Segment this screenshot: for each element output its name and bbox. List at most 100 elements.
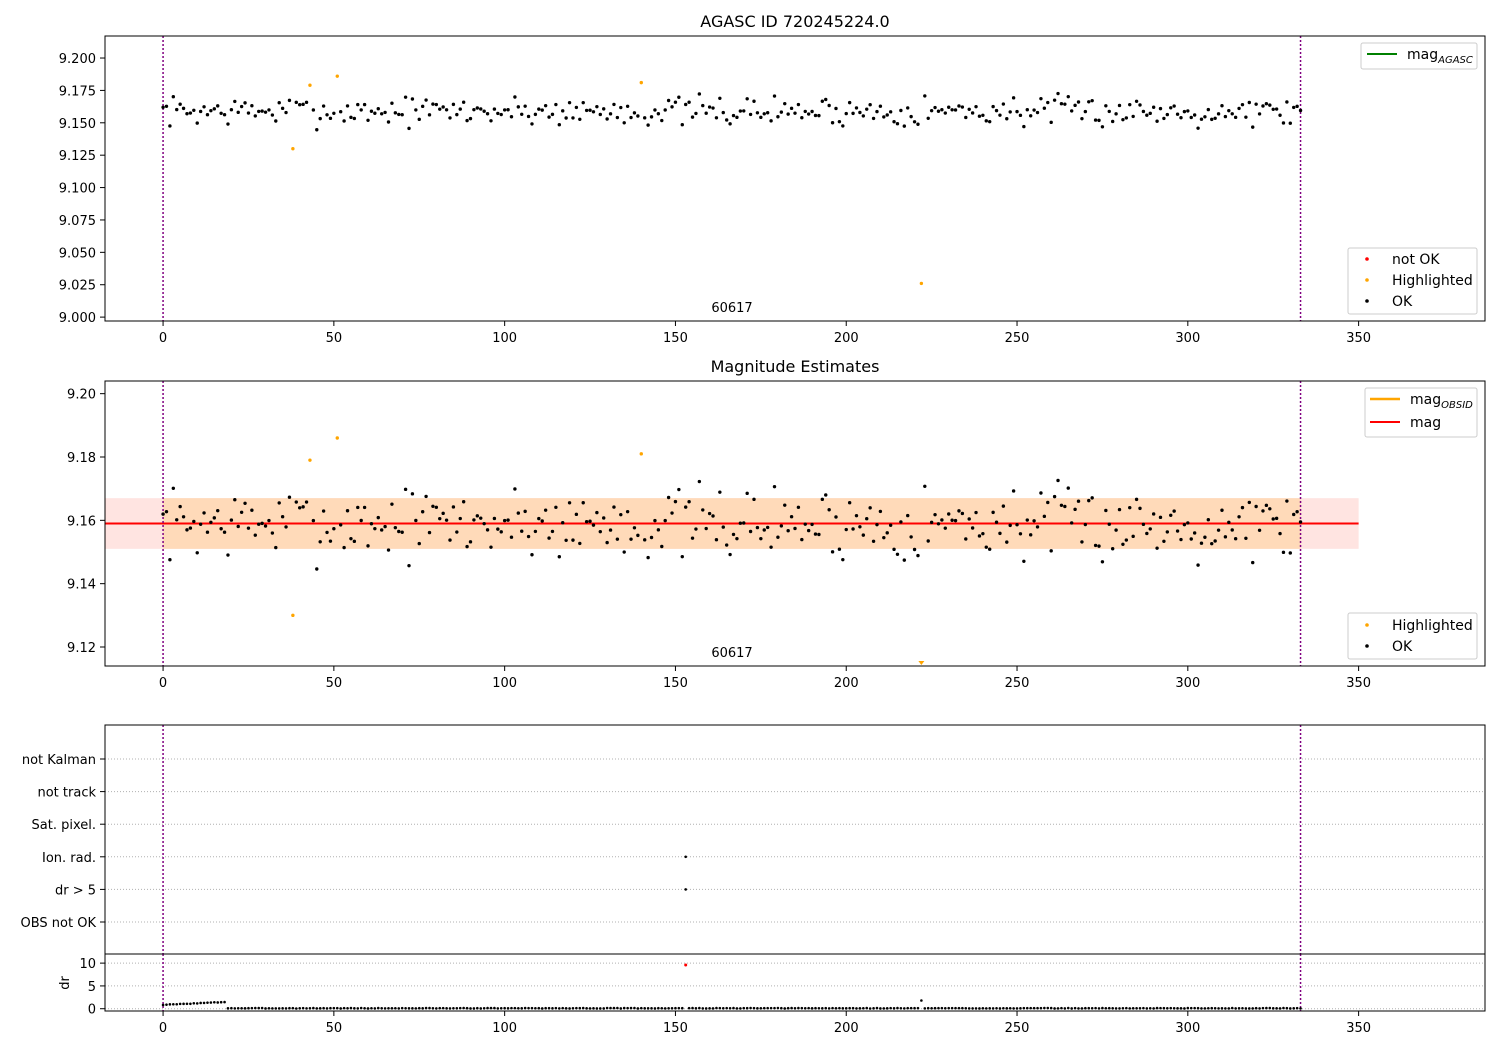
ok-point: [899, 520, 903, 524]
ok-point: [738, 109, 743, 113]
dr-point: [537, 1006, 541, 1010]
ok-point: [1206, 107, 1211, 112]
ok-point: [1292, 512, 1296, 517]
ok-point: [762, 528, 766, 532]
ok-point: [373, 526, 377, 531]
legend-ok-marker: [1365, 644, 1369, 648]
ok-point: [1028, 533, 1033, 537]
ok-point: [591, 523, 596, 527]
flag-point: [684, 855, 687, 859]
ok-point: [701, 103, 705, 108]
ok-point: [847, 100, 852, 105]
dr-point: [1213, 1006, 1217, 1010]
dr-point: [1135, 1006, 1138, 1010]
ok-point: [222, 530, 227, 534]
ok-point: [981, 113, 985, 118]
dr-point: [838, 1006, 841, 1010]
dr-point: [858, 1007, 862, 1010]
highlighted-point: [335, 436, 339, 440]
ok-point: [800, 537, 804, 542]
ok-point: [1192, 531, 1197, 535]
ok-point: [243, 101, 247, 105]
ok-point: [899, 108, 903, 113]
dr-point: [1053, 1007, 1056, 1010]
dr-point: [476, 1006, 479, 1010]
ok-point: [543, 103, 548, 108]
ok-point: [557, 555, 562, 559]
ok-point: [1100, 560, 1105, 564]
dr-point: [1288, 1007, 1292, 1010]
ok-point: [294, 100, 298, 105]
ok-point: [349, 115, 353, 120]
dr-point: [551, 1007, 554, 1010]
dr-point: [298, 1006, 302, 1010]
dr-point: [776, 1006, 780, 1010]
dr-point: [602, 1007, 606, 1010]
ok-point: [769, 545, 773, 549]
dr-point: [803, 1006, 807, 1010]
ok-point: [246, 526, 251, 530]
ok-point: [731, 532, 736, 537]
ok-point: [1203, 115, 1207, 119]
ok-point: [304, 100, 309, 105]
ok-point: [755, 111, 760, 115]
dr-point: [653, 1007, 657, 1010]
highlighted-point: [335, 74, 339, 78]
x-tick-label: 0: [159, 1021, 167, 1036]
ok-point: [820, 497, 825, 502]
y-tick-label: 0: [88, 1003, 96, 1018]
dr-point: [1012, 1007, 1015, 1010]
ok-point: [967, 517, 971, 521]
ok-point: [608, 112, 613, 116]
ok-point: [844, 111, 848, 116]
ok-point: [977, 114, 982, 118]
ok-point: [178, 504, 182, 509]
dr-point: [680, 1006, 684, 1010]
ok-point: [827, 103, 831, 108]
dr-point: [288, 1006, 291, 1010]
ok-point: [164, 104, 169, 108]
x-tick-label: 350: [1346, 676, 1371, 691]
ok-point: [328, 539, 333, 543]
ok-point: [315, 128, 319, 132]
ok-point: [226, 553, 230, 557]
dr-point: [903, 1007, 906, 1010]
y-tick-label: 9.100: [59, 182, 96, 197]
x-tick-label: 350: [1346, 331, 1371, 346]
dr-point: [1241, 1006, 1244, 1010]
ok-point: [526, 114, 531, 119]
ok-point: [236, 524, 240, 529]
ok-point: [407, 126, 411, 131]
dr-point: [421, 1007, 424, 1010]
ok-point: [1288, 551, 1292, 555]
ok-point: [479, 107, 483, 111]
dr-point: [879, 1007, 882, 1010]
dr-point: [390, 1006, 394, 1010]
dr-point: [1193, 1006, 1196, 1010]
ok-point: [755, 525, 760, 530]
ok-point: [1039, 491, 1043, 495]
dr-point: [704, 1007, 708, 1010]
dr-point: [1176, 1007, 1179, 1010]
dr-point: [202, 1001, 206, 1005]
dr-point: [1080, 1007, 1084, 1010]
ok-point: [1134, 99, 1139, 103]
ok-point: [865, 107, 869, 111]
ok-point: [1199, 117, 1204, 121]
dr-point: [998, 1007, 1002, 1010]
dr-point: [554, 1006, 558, 1010]
dr-point: [189, 1002, 192, 1006]
ok-point: [841, 557, 845, 562]
ok-point: [458, 107, 462, 111]
ok-point: [1213, 116, 1217, 120]
ok-point: [813, 113, 818, 118]
ok-point: [632, 111, 637, 115]
ok-point: [817, 113, 821, 118]
ok-point: [940, 107, 944, 112]
dr-point: [1022, 1006, 1026, 1010]
ok-point: [311, 108, 316, 112]
ok-point: [998, 113, 1002, 117]
dr-point: [226, 1007, 230, 1010]
ok-point: [629, 115, 633, 120]
ok-point: [1264, 503, 1269, 508]
